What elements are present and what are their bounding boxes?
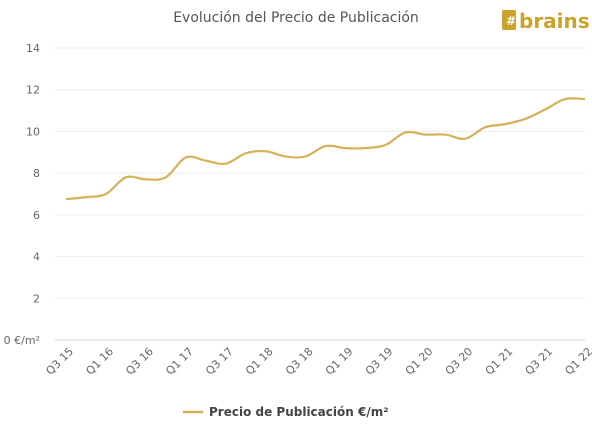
x-tick-label: Q3 18 (283, 345, 316, 378)
x-tick-label: Q1 19 (323, 345, 356, 378)
y-tick-label: 8 (33, 167, 40, 180)
legend-label: Precio de Publicación €/m² (209, 405, 388, 419)
y-tick-label: 4 (33, 251, 40, 264)
series-line (65, 97, 586, 201)
x-tick-label: Q3 16 (123, 345, 156, 378)
logo-mark-glyph: # (506, 14, 516, 28)
logo-text: brains (519, 9, 590, 33)
logo-mark-icon (502, 10, 516, 30)
x-tick-label: Q3 17 (203, 345, 236, 378)
y-tick-label: 10 (26, 125, 40, 138)
x-tick-label: Q3 15 (43, 345, 76, 378)
x-tick-label: Q1 20 (403, 345, 436, 378)
x-tick-label: Q3 20 (443, 345, 476, 378)
brand-logo: # brains (502, 9, 590, 33)
y-tick-label: 6 (33, 209, 40, 222)
y-tick-label: 14 (26, 42, 40, 55)
x-tick-label: Q1 21 (483, 345, 516, 378)
x-tick-label: Q1 22 (562, 345, 592, 378)
x-tick-label: Q1 18 (243, 345, 276, 378)
series-group (65, 97, 586, 201)
x-tick-label: Q1 16 (83, 345, 116, 378)
y-tick-label: 12 (26, 84, 40, 97)
x-tick-label: Q3 21 (523, 345, 556, 378)
y-axis-ticks: 0 €/m² 2 4 6 8 10 12 14 (4, 42, 40, 347)
y-tick-label: 0 €/m² (4, 334, 40, 347)
x-axis-ticks: Q3 15 Q1 16 Q3 16 Q1 17 Q3 17 Q1 18 Q3 18 Q1 19… (43, 345, 592, 378)
chart-title: Evolución del Precio de Publicación (173, 10, 419, 26)
legend: Precio de Publicación €/m² (183, 405, 388, 419)
x-tick-label: Q1 17 (163, 345, 196, 378)
y-tick-label: 2 (33, 292, 40, 305)
grid-lines (55, 47, 585, 341)
x-tick-label: Q3 19 (363, 345, 396, 378)
